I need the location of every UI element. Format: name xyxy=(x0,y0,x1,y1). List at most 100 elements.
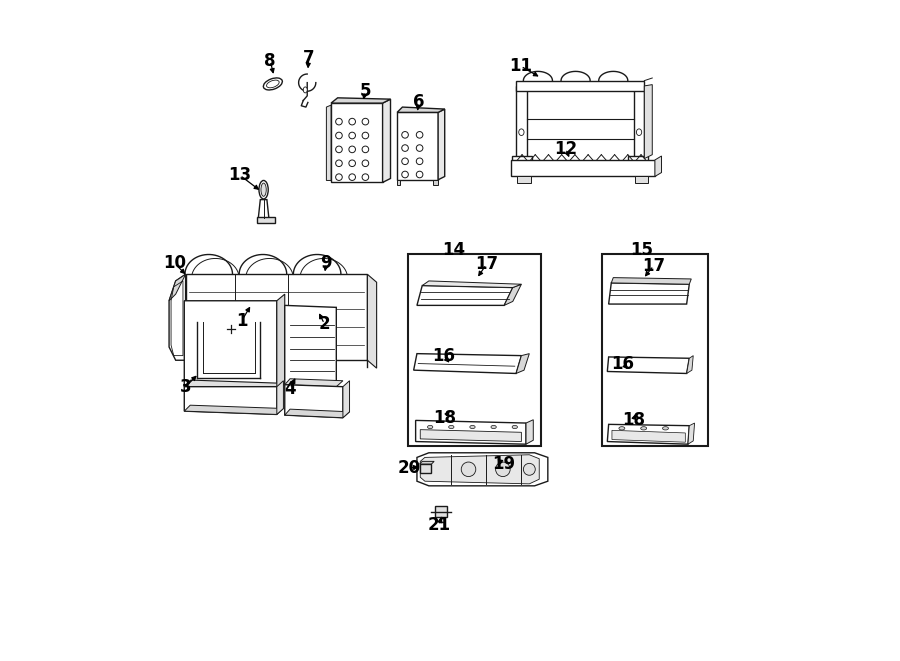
Text: 6: 6 xyxy=(413,93,425,112)
Polygon shape xyxy=(436,506,447,517)
Polygon shape xyxy=(331,103,382,182)
Polygon shape xyxy=(635,176,648,183)
Circle shape xyxy=(417,145,423,151)
Circle shape xyxy=(417,132,423,138)
Polygon shape xyxy=(257,217,274,223)
Circle shape xyxy=(401,171,409,178)
Circle shape xyxy=(362,132,369,139)
Polygon shape xyxy=(258,200,269,218)
Polygon shape xyxy=(343,381,349,418)
Text: 1: 1 xyxy=(236,311,248,330)
Circle shape xyxy=(362,118,369,125)
Text: 9: 9 xyxy=(320,254,332,272)
Polygon shape xyxy=(284,385,343,418)
Polygon shape xyxy=(420,430,521,442)
Polygon shape xyxy=(169,274,185,301)
Polygon shape xyxy=(414,354,521,373)
Polygon shape xyxy=(184,387,277,414)
Circle shape xyxy=(401,145,409,151)
Polygon shape xyxy=(516,81,644,91)
Ellipse shape xyxy=(662,427,669,430)
Polygon shape xyxy=(277,381,284,414)
Text: 19: 19 xyxy=(492,455,516,473)
Circle shape xyxy=(336,132,342,139)
Ellipse shape xyxy=(518,129,524,136)
Ellipse shape xyxy=(491,426,496,429)
Polygon shape xyxy=(612,430,685,442)
Ellipse shape xyxy=(461,462,476,477)
Polygon shape xyxy=(284,305,337,387)
Polygon shape xyxy=(688,423,695,444)
Text: 17: 17 xyxy=(642,256,665,275)
Polygon shape xyxy=(185,274,367,360)
Ellipse shape xyxy=(641,427,646,430)
Polygon shape xyxy=(397,180,400,185)
Circle shape xyxy=(336,146,342,153)
Text: 4: 4 xyxy=(284,379,296,398)
Polygon shape xyxy=(184,301,277,390)
Polygon shape xyxy=(644,85,652,159)
Polygon shape xyxy=(422,281,521,288)
Circle shape xyxy=(401,132,409,138)
Ellipse shape xyxy=(259,180,268,199)
Polygon shape xyxy=(511,160,655,176)
Polygon shape xyxy=(397,112,438,180)
Polygon shape xyxy=(419,461,434,464)
Polygon shape xyxy=(397,107,445,112)
Circle shape xyxy=(417,171,423,178)
Polygon shape xyxy=(608,357,689,373)
Text: 13: 13 xyxy=(229,166,251,184)
Ellipse shape xyxy=(266,80,279,88)
Polygon shape xyxy=(184,405,284,414)
Polygon shape xyxy=(504,284,521,305)
Polygon shape xyxy=(331,98,391,103)
Polygon shape xyxy=(382,99,391,182)
Text: 5: 5 xyxy=(360,82,371,100)
Polygon shape xyxy=(438,109,445,180)
Text: 21: 21 xyxy=(428,516,451,535)
Circle shape xyxy=(349,160,356,167)
Text: 16: 16 xyxy=(612,354,634,373)
Polygon shape xyxy=(611,278,691,284)
Text: 7: 7 xyxy=(302,49,314,67)
Polygon shape xyxy=(169,274,185,360)
Text: 2: 2 xyxy=(319,315,330,333)
Polygon shape xyxy=(327,105,331,180)
Text: 12: 12 xyxy=(554,139,577,158)
Bar xyxy=(602,254,707,446)
Polygon shape xyxy=(416,420,526,444)
Polygon shape xyxy=(417,453,548,486)
Text: 15: 15 xyxy=(630,241,653,259)
Circle shape xyxy=(417,158,423,165)
Ellipse shape xyxy=(261,183,266,196)
Circle shape xyxy=(349,146,356,153)
Text: 10: 10 xyxy=(163,254,186,272)
Ellipse shape xyxy=(496,462,510,477)
Ellipse shape xyxy=(636,129,642,136)
Polygon shape xyxy=(518,176,531,183)
Polygon shape xyxy=(516,86,526,159)
Circle shape xyxy=(401,158,409,165)
Polygon shape xyxy=(367,274,376,368)
Text: 8: 8 xyxy=(265,52,276,70)
Text: 18: 18 xyxy=(622,410,645,429)
Polygon shape xyxy=(526,420,534,444)
Ellipse shape xyxy=(428,426,433,429)
Ellipse shape xyxy=(524,463,536,475)
Ellipse shape xyxy=(449,426,454,429)
Ellipse shape xyxy=(619,427,625,430)
Ellipse shape xyxy=(303,87,307,93)
Circle shape xyxy=(349,118,356,125)
Bar xyxy=(409,254,541,446)
Circle shape xyxy=(362,160,369,167)
Polygon shape xyxy=(277,294,284,390)
Polygon shape xyxy=(687,356,693,373)
Text: 16: 16 xyxy=(432,346,454,365)
Circle shape xyxy=(336,174,342,180)
Text: 17: 17 xyxy=(475,255,498,274)
Ellipse shape xyxy=(470,426,475,429)
Text: 11: 11 xyxy=(509,57,532,75)
Circle shape xyxy=(349,132,356,139)
Polygon shape xyxy=(512,156,532,164)
Ellipse shape xyxy=(264,78,283,90)
